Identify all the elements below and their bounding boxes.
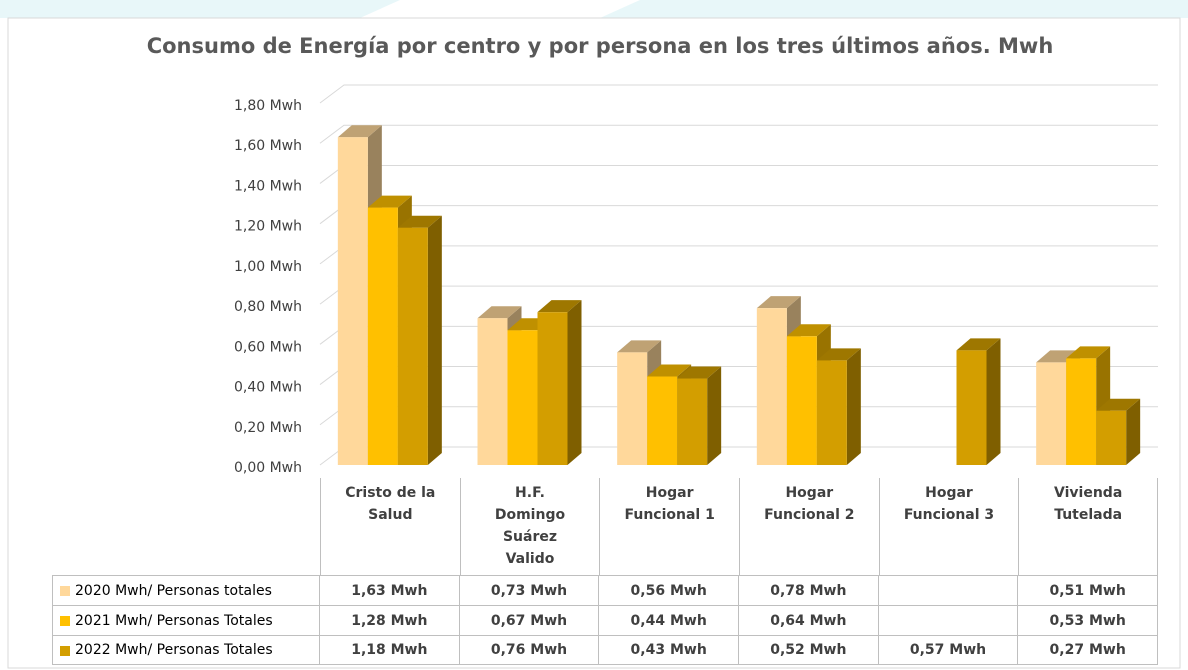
- bar-face: [367, 207, 398, 466]
- legend-swatch: [60, 646, 70, 656]
- bar-face: [617, 352, 648, 465]
- y-tick-label: 1,40 Mwh: [234, 178, 302, 194]
- y-tick-label: 1,60 Mwh: [234, 138, 302, 154]
- legend-swatch: [60, 586, 70, 596]
- bar-face: [786, 336, 817, 465]
- bar-face: [397, 227, 428, 465]
- bar-face: [367, 195, 412, 208]
- category-label: Hogar Funcional 2: [739, 478, 879, 575]
- y-tick-label: 0,00 Mwh: [234, 460, 302, 476]
- bar: [1096, 398, 1141, 465]
- bar-face: [427, 215, 442, 465]
- legend-entry: 2020 Mwh/ Personas totales: [52, 575, 320, 605]
- table-cell: 1,18 Mwh: [320, 635, 460, 665]
- bar-face: [337, 137, 368, 465]
- legend-entry: 2022 Mwh/ Personas Totales: [52, 635, 320, 665]
- table-cell: 0,44 Mwh: [599, 605, 739, 635]
- grid-line: [319, 84, 1158, 104]
- legend-swatch: [60, 616, 70, 626]
- table-cell: 1,63 Mwh: [320, 575, 460, 605]
- bar-face: [1096, 398, 1141, 411]
- bar-face: [647, 376, 678, 465]
- category-label: Hogar Funcional 3: [878, 478, 1019, 575]
- bar-face: [846, 348, 861, 465]
- bar: [956, 338, 1001, 465]
- y-tick-label: 1,00 Mwh: [234, 259, 302, 275]
- category-label: Cristo de la Salud: [320, 478, 460, 575]
- bar-face: [1036, 362, 1067, 465]
- bar-face: [1066, 358, 1097, 465]
- table-cell: 0,51 Mwh: [1018, 575, 1158, 605]
- table-cell: 0,76 Mwh: [459, 635, 600, 665]
- table-cell: [878, 605, 1019, 635]
- grid-line: [319, 124, 1158, 144]
- bar-face: [537, 300, 582, 313]
- category-label: Vivienda Tutelada: [1018, 478, 1158, 575]
- bar-face: [337, 125, 382, 138]
- bar-face: [1066, 346, 1111, 359]
- bar-face: [397, 215, 442, 228]
- table-cell: 0,52 Mwh: [739, 635, 879, 665]
- bar-face: [956, 350, 987, 465]
- bar-face: [567, 300, 582, 465]
- bar-face: [1126, 398, 1141, 465]
- table-cell: 0,27 Mwh: [1018, 635, 1158, 665]
- table-cell: 0,73 Mwh: [459, 575, 600, 605]
- bar: [816, 348, 861, 465]
- y-tick-label: 1,80 Mwh: [234, 98, 302, 114]
- table-cell: [878, 575, 1019, 605]
- bar-face: [756, 308, 787, 465]
- y-tick-label: 0,60 Mwh: [234, 339, 302, 355]
- legend-text: 2022 Mwh/ Personas Totales: [75, 642, 273, 658]
- y-tick-label: 0,20 Mwh: [234, 420, 302, 436]
- y-tick-label: 0,40 Mwh: [234, 380, 302, 396]
- legend-text: 2021 Mwh/ Personas Totales: [75, 612, 273, 629]
- bar-face: [816, 360, 847, 465]
- legend-entry: 2021 Mwh/ Personas Totales: [52, 605, 320, 635]
- table-cell: 0,56 Mwh: [599, 575, 739, 605]
- chart-title: Consumo de Energía por centro y por pers…: [147, 34, 1054, 58]
- bar-face: [786, 324, 831, 337]
- legend-text: 2020 Mwh/ Personas totales: [75, 582, 272, 599]
- bar-face: [677, 366, 722, 379]
- table-cell: 1,28 Mwh: [320, 605, 460, 635]
- y-tick-label: 1,20 Mwh: [234, 219, 302, 235]
- decor: [0, 0, 400, 18]
- table-cell: 0,67 Mwh: [459, 605, 600, 635]
- category-label: H.F. Domingo Suárez Valido: [459, 478, 600, 575]
- decor: [600, 0, 1188, 18]
- bar: [397, 215, 442, 465]
- bar-face: [1096, 410, 1127, 465]
- table-cell: 0,64 Mwh: [739, 605, 879, 635]
- bar-face: [477, 306, 522, 319]
- bar-face: [647, 364, 692, 377]
- bar-face: [986, 338, 1001, 465]
- bar-face: [956, 338, 1001, 351]
- bar-face: [677, 378, 708, 465]
- bar-face: [816, 348, 861, 361]
- table-cell: 0,78 Mwh: [739, 575, 879, 605]
- bar-face: [756, 296, 801, 309]
- bar-face: [617, 340, 662, 353]
- bar-face: [507, 330, 538, 465]
- category-label: Hogar Funcional 1: [599, 478, 739, 575]
- table-cell: 0,57 Mwh: [878, 635, 1019, 665]
- bar-face: [537, 312, 568, 465]
- bar-face: [477, 318, 508, 465]
- table-cell: 0,53 Mwh: [1018, 605, 1158, 635]
- bar-face: [707, 366, 722, 465]
- bar: [537, 300, 582, 465]
- bar: [677, 366, 722, 465]
- y-tick-label: 0,80 Mwh: [234, 299, 302, 315]
- table-cell: 0,43 Mwh: [599, 635, 739, 665]
- bar: [1066, 346, 1111, 465]
